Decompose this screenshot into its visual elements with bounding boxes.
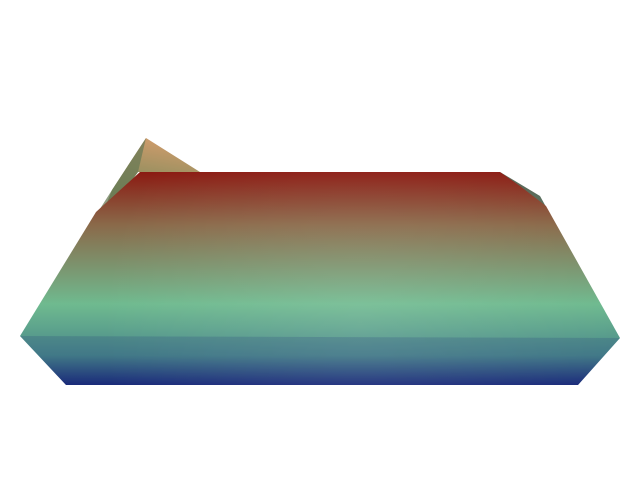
slab-bottom-rim	[20, 336, 620, 385]
surface-sheen	[20, 172, 620, 385]
back-ridge-left	[96, 138, 200, 230]
